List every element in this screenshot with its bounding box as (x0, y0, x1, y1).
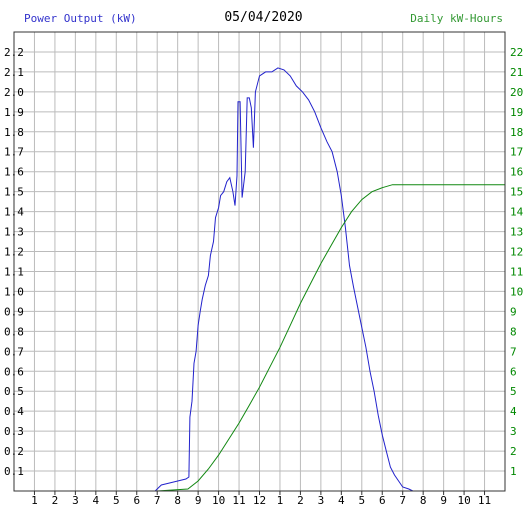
x-tick-label: 1 (31, 494, 38, 507)
left-tick-label: 1.3 (4, 226, 24, 239)
x-tick-label: 10 (212, 494, 225, 507)
left-tick-label: 1.6 (4, 166, 24, 179)
right-tick-label: 5 (510, 385, 517, 398)
x-tick-label: 7 (399, 494, 406, 507)
right-tick-label: 7 (510, 345, 517, 358)
x-tick-label: 12 (253, 494, 266, 507)
x-tick-label: 5 (358, 494, 365, 507)
right-tick-label: 13 (510, 226, 523, 239)
chart-grid (14, 32, 505, 491)
left-tick-label: 1.0 (4, 285, 24, 298)
right-tick-label: 11 (510, 265, 523, 278)
left-tick-label: 0.7 (4, 345, 24, 358)
left-tick-label: 0.2 (4, 445, 24, 458)
right-tick-label: 17 (510, 146, 523, 159)
right-tick-label: 15 (510, 186, 523, 199)
x-tick-label: 7 (154, 494, 161, 507)
x-tick-label: 9 (440, 494, 447, 507)
x-tick-label: 3 (318, 494, 325, 507)
x-tick-label: 1 (277, 494, 284, 507)
right-tick-label: 6 (510, 365, 517, 378)
x-tick-label: 4 (93, 494, 100, 507)
daily-kwh-series-line (157, 184, 505, 492)
x-tick-label: 10 (457, 494, 470, 507)
right-tick-label: 20 (510, 86, 523, 99)
x-tick-label: 6 (379, 494, 386, 507)
right-tick-label: 2 (510, 445, 517, 458)
left-tick-label: 1.1 (4, 265, 24, 278)
left-tick-label: 1.9 (4, 106, 24, 119)
left-tick-label: 0.5 (4, 385, 24, 398)
left-tick-label: 1.7 (4, 146, 24, 159)
x-tick-label: 5 (113, 494, 120, 507)
x-tick-label: 6 (133, 494, 140, 507)
right-tick-label: 10 (510, 285, 523, 298)
left-tick-label: 0.8 (4, 325, 24, 338)
right-tick-label: 14 (510, 206, 524, 219)
chart-tick-labels: 0.1 0.2 0.3 0.4 0.5 0.6 0.7 0.8 0.9 1.0 1.1 1.2 1.3 1… (4, 46, 524, 507)
x-tick-label: 4 (338, 494, 345, 507)
x-tick-label: 11 (232, 494, 245, 507)
chart-series (136, 67, 505, 492)
left-tick-label: 1.4 (4, 206, 24, 219)
right-tick-label: 9 (510, 305, 517, 318)
x-tick-label: 2 (52, 494, 59, 507)
left-tick-label: 0.4 (4, 405, 24, 418)
x-tick-label: 8 (174, 494, 181, 507)
right-tick-label: 8 (510, 325, 517, 338)
left-tick-label: 1.5 (4, 186, 24, 199)
left-axis-title: Power Output (kW) (24, 12, 137, 25)
left-tick-label: 0.3 (4, 425, 24, 438)
left-tick-label: 0.1 (4, 465, 24, 478)
right-tick-label: 19 (510, 106, 523, 119)
chart-date-title: 05/04/2020 (224, 10, 303, 25)
left-tick-label: 1.8 (4, 126, 24, 139)
left-tick-label: 1.2 (4, 246, 24, 259)
x-tick-label: 8 (420, 494, 427, 507)
right-tick-label: 18 (510, 126, 523, 139)
power-output-series-line (136, 67, 414, 492)
right-tick-label: 22 (510, 46, 523, 59)
x-tick-label: 3 (72, 494, 79, 507)
left-tick-label: 2.0 (4, 86, 24, 99)
right-tick-label: 16 (510, 166, 523, 179)
right-tick-label: 4 (510, 405, 517, 418)
right-tick-label: 3 (510, 425, 517, 438)
x-tick-label: 9 (195, 494, 202, 507)
right-tick-label: 21 (510, 66, 523, 79)
x-tick-label: 11 (478, 494, 491, 507)
left-tick-label: 2.2 (4, 46, 24, 59)
left-tick-label: 0.9 (4, 305, 24, 318)
left-tick-label: 2.1 (4, 66, 24, 79)
x-tick-label: 2 (297, 494, 304, 507)
right-tick-label: 1 (510, 465, 517, 478)
left-tick-label: 0.6 (4, 365, 24, 378)
right-tick-label: 12 (510, 246, 523, 259)
chart-frame (13, 31, 506, 495)
right-axis-title: Daily kW-Hours (410, 12, 503, 25)
